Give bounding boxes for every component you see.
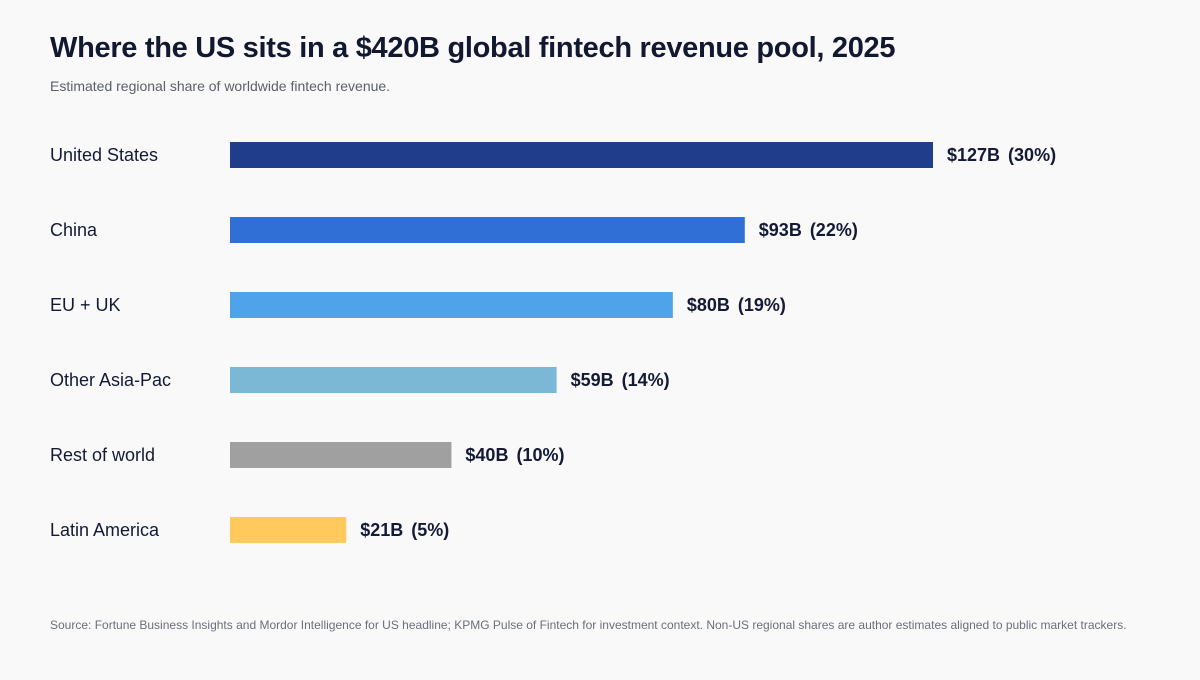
value-amount: $127B: [947, 145, 1000, 165]
bar: [230, 292, 673, 318]
value-share: (14%): [622, 370, 670, 390]
value-share: (19%): [738, 295, 786, 315]
bar: [230, 442, 452, 468]
bar-chart: United States $127B (30%) China $93B (22%) EU …: [50, 142, 1056, 543]
value-label: $59B (14%): [571, 370, 670, 390]
bar: [230, 142, 933, 168]
value-amount: $93B: [759, 220, 802, 240]
value-label: $21B (5%): [360, 520, 449, 540]
bar: [230, 517, 347, 543]
value-share: (5%): [411, 520, 449, 540]
value-amount: $59B: [571, 370, 614, 390]
category-label: EU + UK: [50, 295, 121, 315]
bar: [230, 367, 557, 393]
bar: [230, 217, 745, 243]
category-label: China: [50, 220, 98, 240]
category-label: Latin America: [50, 520, 160, 540]
value-label: $80B (19%): [687, 295, 786, 315]
value-amount: $80B: [687, 295, 730, 315]
category-label: Rest of world: [50, 445, 155, 465]
value-share: (22%): [810, 220, 858, 240]
value-label: $93B (22%): [759, 220, 858, 240]
source-note: Source: Fortune Business Insights and Mo…: [50, 618, 1127, 632]
category-label: Other Asia-Pac: [50, 370, 171, 390]
value-label: $127B (30%): [947, 145, 1056, 165]
value-share: (30%): [1008, 145, 1056, 165]
chart-title: Where the US sits in a $420B global fint…: [50, 32, 896, 64]
value-label: $40B (10%): [465, 445, 564, 465]
value-amount: $40B: [465, 445, 508, 465]
value-amount: $21B: [360, 520, 403, 540]
chart-subtitle: Estimated regional share of worldwide fi…: [50, 78, 391, 94]
category-label: United States: [50, 145, 158, 165]
value-share: (10%): [516, 445, 564, 465]
